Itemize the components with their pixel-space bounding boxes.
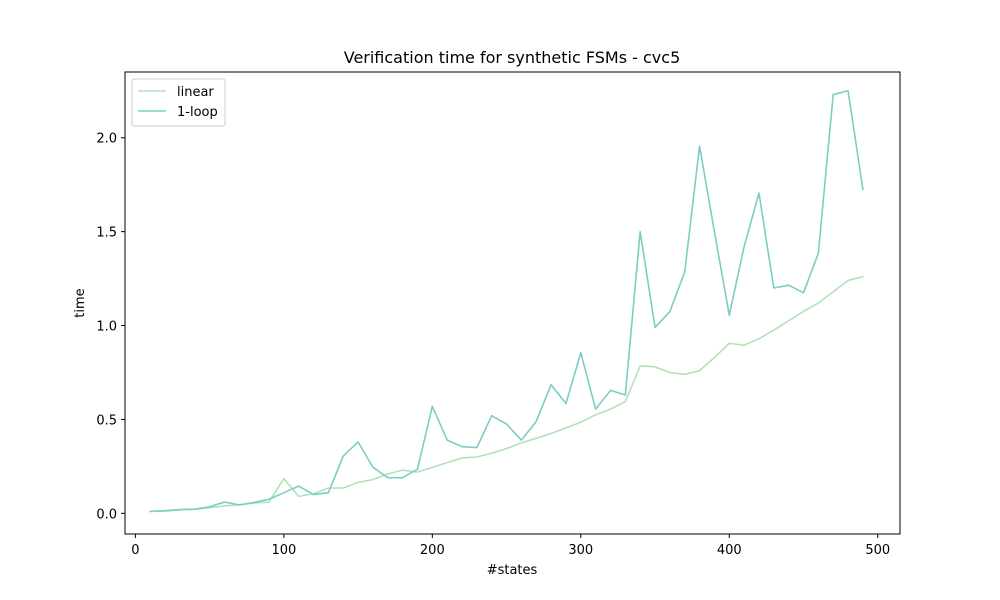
series-line-1-loop — [149, 89, 864, 513]
y-axis-label: time — [73, 288, 88, 317]
plot-area-frame — [124, 71, 901, 535]
x-tick-label: 200 — [420, 543, 445, 558]
x-axis-label: #states — [487, 563, 538, 578]
y-tick-label: 1.0 — [96, 320, 117, 335]
plot-lines — [149, 89, 864, 513]
chart-title: Verification time for synthetic FSMs - c… — [344, 48, 681, 67]
x-tick-label: 0 — [131, 543, 139, 558]
x-tick-label: 500 — [865, 543, 890, 558]
y-tick-label: 2.0 — [96, 132, 117, 147]
x-tick-label: 400 — [717, 543, 742, 558]
x-axis-ticks: 0 100 200 300 400 500 — [131, 534, 890, 558]
legend-label: 1-loop — [177, 105, 218, 120]
x-tick-label: 300 — [568, 543, 593, 558]
x-tick-label: 100 — [271, 543, 296, 558]
y-tick-label: 0.5 — [96, 413, 117, 428]
series-line-linear — [149, 275, 864, 513]
y-tick-label: 1.5 — [96, 226, 117, 241]
y-tick-label: 0.0 — [96, 507, 117, 522]
y-axis-ticks: 0.0 0.5 1.0 1.5 2.0 — [96, 132, 125, 522]
legend-label: linear — [177, 85, 214, 100]
legend: linear 1-loop — [131, 78, 226, 127]
